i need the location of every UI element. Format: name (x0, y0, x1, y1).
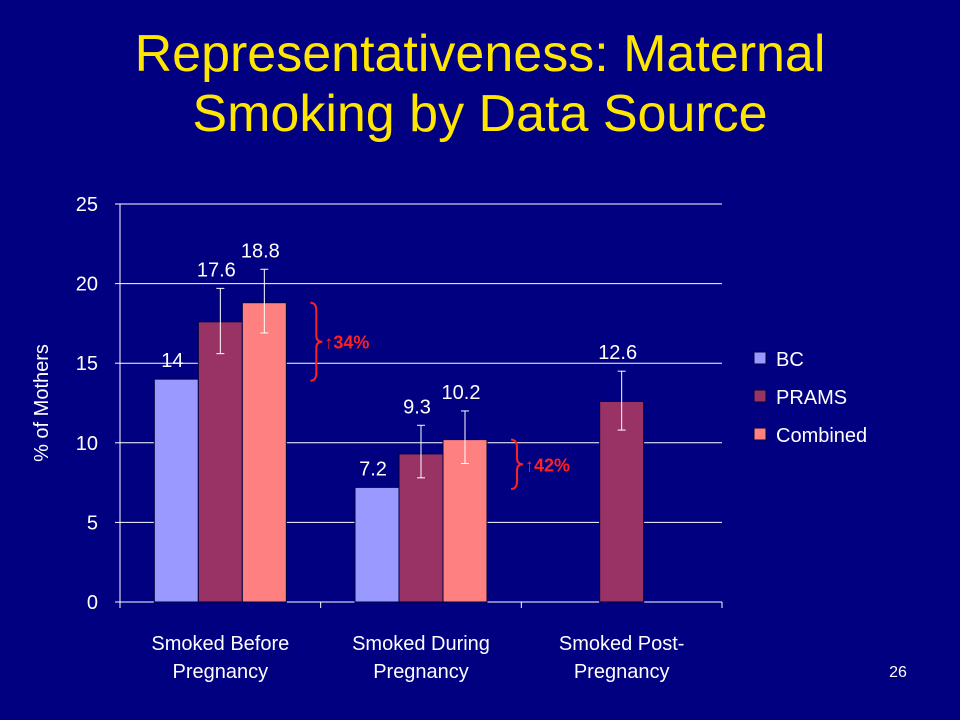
bar-prams (197, 321, 243, 603)
y-tick-label: 5 (87, 512, 98, 534)
y-tick-label: 15 (76, 353, 98, 375)
legend-swatch-bc (753, 351, 767, 365)
data-label: 10.2 (442, 382, 481, 404)
y-tick-label: 20 (76, 274, 98, 296)
y-tick-label: 25 (76, 194, 98, 216)
annotation-label: ↑34% (324, 333, 369, 353)
data-label: 17.6 (197, 259, 236, 281)
bar-combined (241, 302, 287, 603)
legend-swatch-prams (753, 389, 767, 403)
annotation-bracket (510, 438, 524, 490)
page-number: 26 (889, 664, 907, 681)
x-tick-label: Smoked Post- (559, 633, 685, 655)
annotation-label: ↑42% (525, 455, 570, 475)
x-tick-label: Smoked During (352, 633, 490, 655)
slide-title: Representativeness: Maternal Smoking by … (134, 25, 826, 143)
data-label: 7.2 (359, 458, 387, 480)
y-axis-label: % of Mothers (31, 344, 53, 462)
annotation-bracket (310, 301, 323, 382)
x-tick-label: Pregnancy (173, 661, 269, 683)
legend-label-bc: BC (776, 349, 804, 371)
bar-bc (153, 378, 199, 603)
legend-swatch-combined (753, 427, 767, 441)
data-label: 9.3 (403, 396, 431, 418)
data-label: 12.6 (598, 342, 637, 364)
x-tick-label: Pregnancy (373, 661, 469, 683)
x-tick-label: Smoked Before (151, 633, 289, 655)
legend-label-combined: Combined (776, 425, 867, 447)
y-tick-label: 0 (87, 592, 98, 614)
bar-prams (599, 400, 645, 603)
data-label: 18.8 (241, 240, 280, 262)
legend-label-prams: PRAMS (776, 387, 847, 409)
x-tick-label: Pregnancy (574, 661, 670, 683)
y-tick-label: 10 (76, 433, 98, 455)
data-label: 14 (161, 350, 183, 372)
bar-bc (354, 486, 400, 603)
bar-combined (442, 439, 488, 603)
